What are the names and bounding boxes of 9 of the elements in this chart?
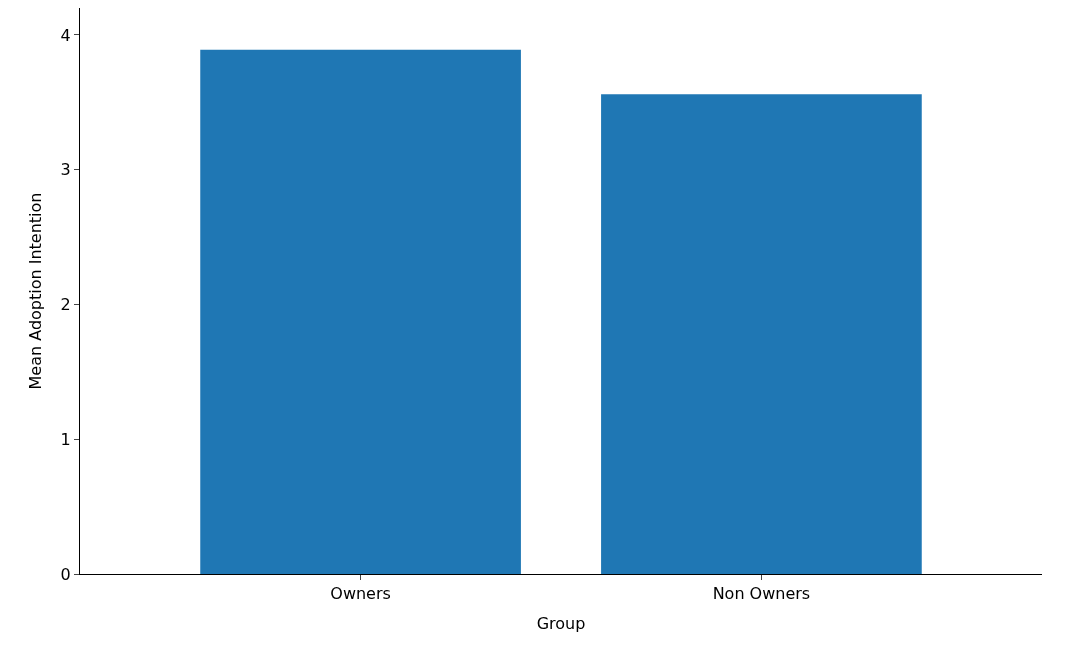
y-tick-label: 0 [60, 564, 71, 584]
y-axis-title: Mean Adoption Intention [25, 192, 45, 390]
y-tick-label: 3 [60, 160, 71, 180]
x-tick-label: Non Owners [712, 584, 811, 604]
x-tick-label: Owners [330, 584, 391, 604]
x-axis-title: Group [536, 613, 586, 633]
y-tick-label: 2 [60, 295, 71, 315]
y-tick-label: 4 [60, 25, 71, 45]
y-tick-label: 1 [60, 429, 71, 449]
